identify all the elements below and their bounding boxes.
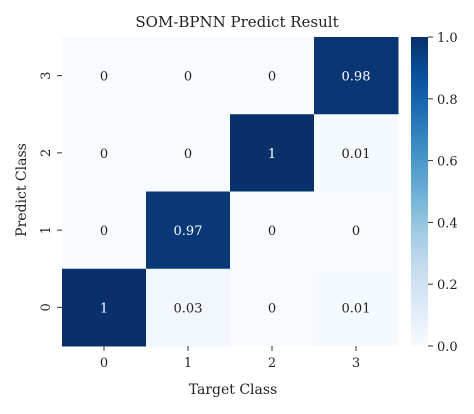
cell-value-label: 0: [352, 224, 360, 239]
heatmap-cell-3-2: [230, 37, 315, 115]
colorbar-tick-label: 1.0: [437, 31, 458, 46]
cell-value-label: 0: [100, 70, 108, 85]
cell-value-label: 0.01: [342, 147, 371, 162]
heatmap-cell-1-2: [230, 191, 315, 270]
heatmap-cell-1-0: [62, 191, 147, 270]
x-tick-label: 0: [100, 356, 108, 371]
chart-title: SOM-BPNN Predict Result: [135, 13, 338, 31]
colorbar-tick-label: 0.4: [437, 216, 458, 231]
colorbar-ticks: 0.0 0.2 0.4 0.6 0.8 1.0: [428, 31, 458, 355]
cell-value-label: 1: [268, 147, 276, 162]
x-tick-label: 2: [268, 356, 276, 371]
heatmap-cell-2-1: [146, 114, 231, 192]
x-tick-label: 3: [352, 356, 360, 371]
x-axis-title: Target Class: [189, 382, 278, 398]
colorbar: [411, 37, 428, 346]
cell-value-label: 0.97: [174, 224, 203, 239]
heatmap-cell-0-2: [230, 268, 315, 347]
heatmap-cell-0-0: [62, 268, 147, 347]
heatmap-cell-2-2: [230, 114, 315, 192]
heatmap-cell-2-0: [62, 114, 147, 192]
y-axis-title: Predict Class: [14, 143, 30, 237]
x-tick-label: 1: [184, 356, 192, 371]
heatmap-cell-3-3: [314, 37, 399, 115]
y-tick-label: 2: [39, 149, 54, 157]
heatmap-cells: 0 0 0 0.98 0 0 1 0.01 0 0.97 0 0 1 0.03 0 0.01: [62, 37, 399, 347]
cell-value-label: 0: [184, 147, 192, 162]
heatmap-cell-0-3: [314, 268, 399, 347]
cell-value-label: 0: [268, 224, 276, 239]
cell-value-label: 0.03: [174, 301, 203, 316]
colorbar-tick-label: 0.2: [437, 278, 458, 293]
heatmap-cell-2-3: [314, 114, 399, 192]
heatmap-cell-3-1: [146, 37, 231, 115]
y-axis-ticks: 3 2 1 0: [39, 71, 62, 312]
cell-value-label: 0: [268, 301, 276, 316]
colorbar-tick-label: 0.8: [437, 93, 458, 108]
cell-value-label: 1: [100, 301, 108, 316]
cell-value-label: 0: [100, 147, 108, 162]
colorbar-tick-label: 0.6: [437, 155, 458, 170]
x-axis-ticks: 0 1 2 3: [100, 346, 360, 371]
cell-value-label: 0: [100, 224, 108, 239]
heatmap-cell-0-1: [146, 268, 231, 347]
heatmap-cell-3-0: [62, 37, 147, 115]
cell-value-label: 0.01: [342, 301, 371, 316]
colorbar-tick-label: 0.0: [437, 340, 458, 355]
cell-value-label: 0.98: [342, 70, 371, 85]
cell-value-label: 0: [268, 70, 276, 85]
y-tick-label: 3: [39, 71, 54, 79]
cell-value-label: 0: [184, 70, 192, 85]
heatmap-cell-1-1: [146, 191, 231, 270]
y-tick-label: 0: [39, 303, 54, 311]
y-tick-label: 1: [39, 226, 54, 234]
heatmap-cell-1-3: [314, 191, 399, 270]
